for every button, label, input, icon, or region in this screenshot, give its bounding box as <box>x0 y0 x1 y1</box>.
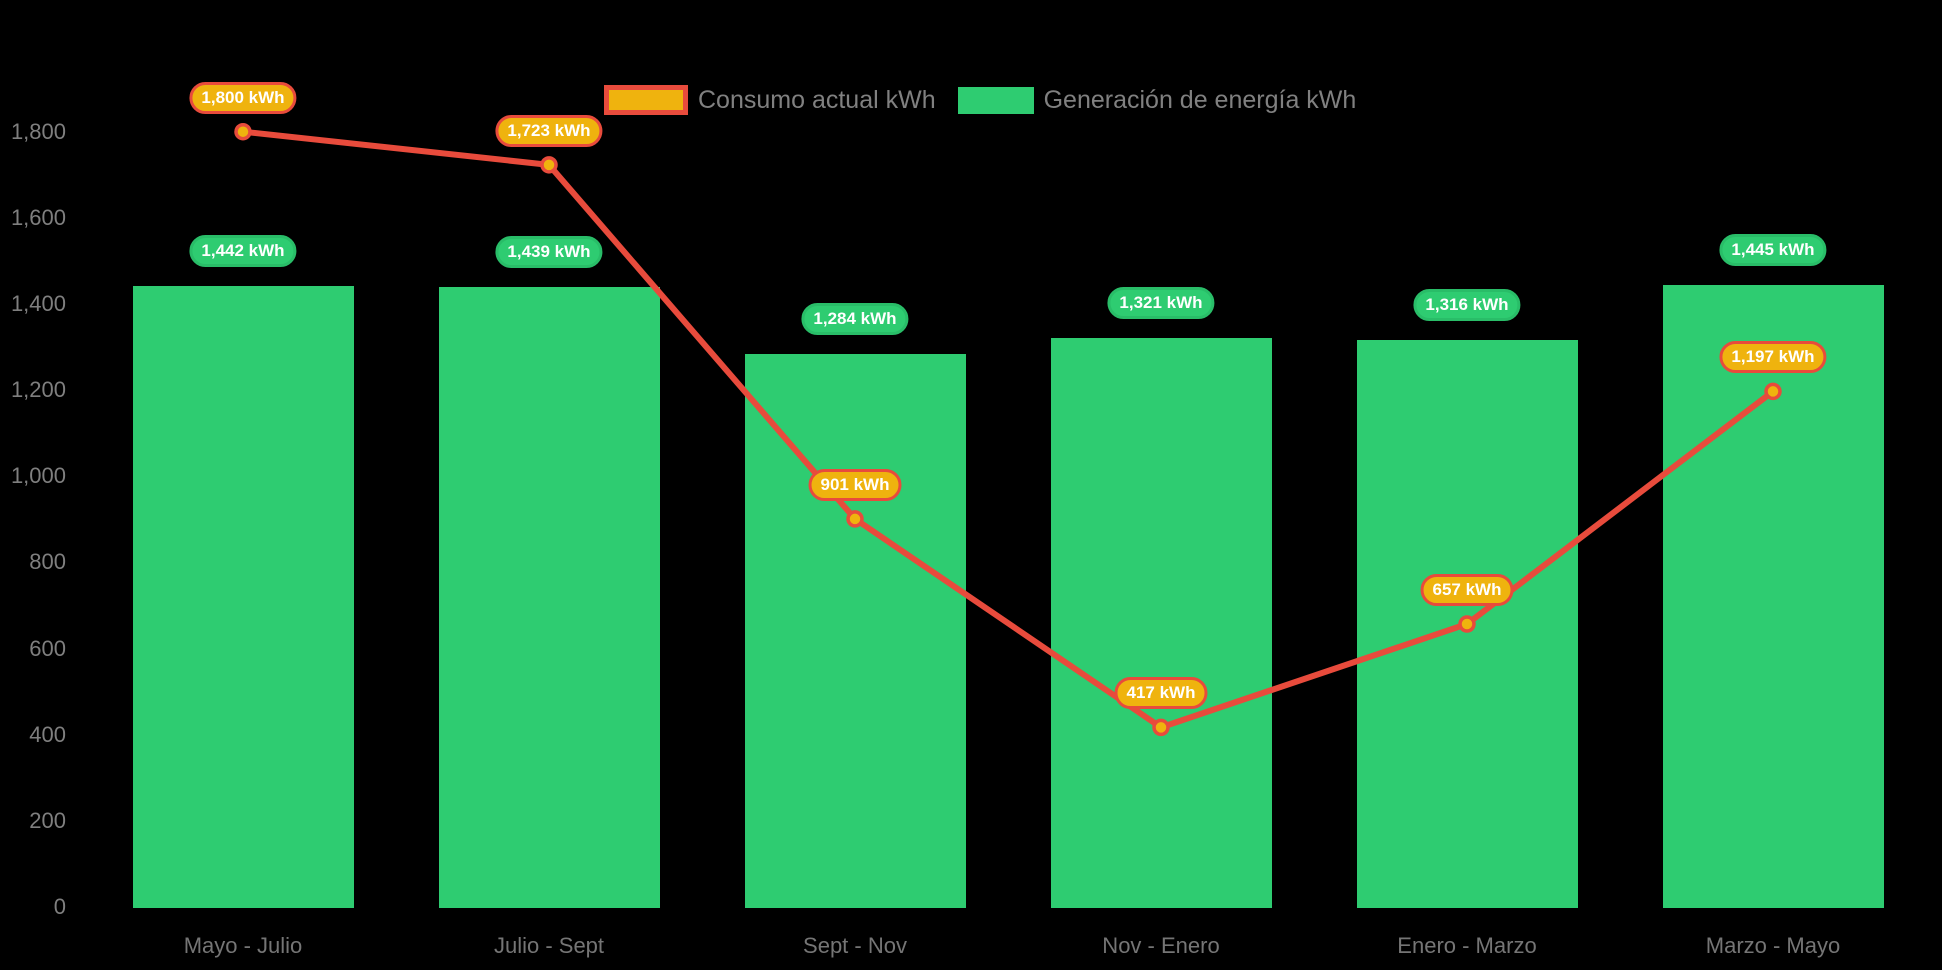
legend: Consumo actual kWh Generación de energía … <box>604 85 1356 115</box>
line-point-marker[interactable] <box>846 510 864 528</box>
bar-value-pill: 1,316 kWh <box>1413 289 1521 322</box>
bar-segment[interactable] <box>744 353 966 908</box>
x-axis-category-label: Enero - Marzo <box>1397 933 1537 958</box>
y-axis-tick-label: 1,800 <box>10 118 66 144</box>
x-axis-category-label: Nov - Enero <box>1102 933 1220 958</box>
line-value-pill: 1,800 kWh <box>189 81 297 114</box>
x-axis-category-label: Mayo - Julio <box>183 933 303 958</box>
bar-value-pill: 1,321 kWh <box>1107 287 1215 320</box>
y-axis-tick-label: 400 <box>29 721 66 747</box>
x-axis-category-label: Marzo - Mayo <box>1705 933 1841 958</box>
bar-segment[interactable] <box>1050 338 1272 908</box>
y-axis-tick-label: 600 <box>29 635 66 661</box>
line-point-marker[interactable] <box>1152 718 1170 737</box>
line-value-pill: 901 kWh <box>808 468 902 501</box>
bar-value-pill: 1,445 kWh <box>1719 233 1827 266</box>
line-point-marker[interactable] <box>1764 382 1782 401</box>
legend-swatch-generacion-icon <box>957 86 1034 114</box>
y-axis-tick-label: 1,000 <box>10 463 66 489</box>
consumo-line-path <box>240 128 1776 731</box>
y-axis-tick-label: 1,600 <box>10 204 66 230</box>
y-axis-tick-label: 1,200 <box>10 377 66 403</box>
bar-segment[interactable] <box>132 285 354 908</box>
y-axis-tick-label: 800 <box>29 549 66 575</box>
bar-value-pill: 1,442 kWh <box>189 234 297 267</box>
bar-value-pill: 1,439 kWh <box>495 236 603 269</box>
legend-label-generacion: Generación de energía kWh <box>1043 85 1357 114</box>
legend-item-consumo[interactable]: Consumo actual kWh <box>604 85 936 115</box>
bar-value-pill: 1,284 kWh <box>801 302 909 335</box>
y-axis-tick-label: 200 <box>29 807 66 833</box>
bar-segment[interactable] <box>438 287 660 908</box>
legend-label-consumo: Consumo actual kWh <box>698 85 936 114</box>
line-point-marker[interactable] <box>1458 615 1476 633</box>
line-value-pill: 417 kWh <box>1114 677 1208 710</box>
legend-swatch-consumo-icon <box>604 85 688 115</box>
line-value-pill: 1,723 kWh <box>495 114 603 147</box>
line-point-marker[interactable] <box>540 156 558 174</box>
line-value-pill: 657 kWh <box>1420 574 1514 606</box>
y-axis-tick-label: 1,400 <box>10 290 66 316</box>
legend-item-generacion[interactable]: Generación de energía kWh <box>957 85 1357 115</box>
x-axis-category-label: Julio - Sept <box>493 933 605 958</box>
line-value-pill: 1,197 kWh <box>1719 341 1827 374</box>
x-axis-category-label: Sept - Nov <box>803 933 907 958</box>
line-point-marker[interactable] <box>234 122 252 141</box>
y-axis-tick-label: 0 <box>53 894 66 919</box>
